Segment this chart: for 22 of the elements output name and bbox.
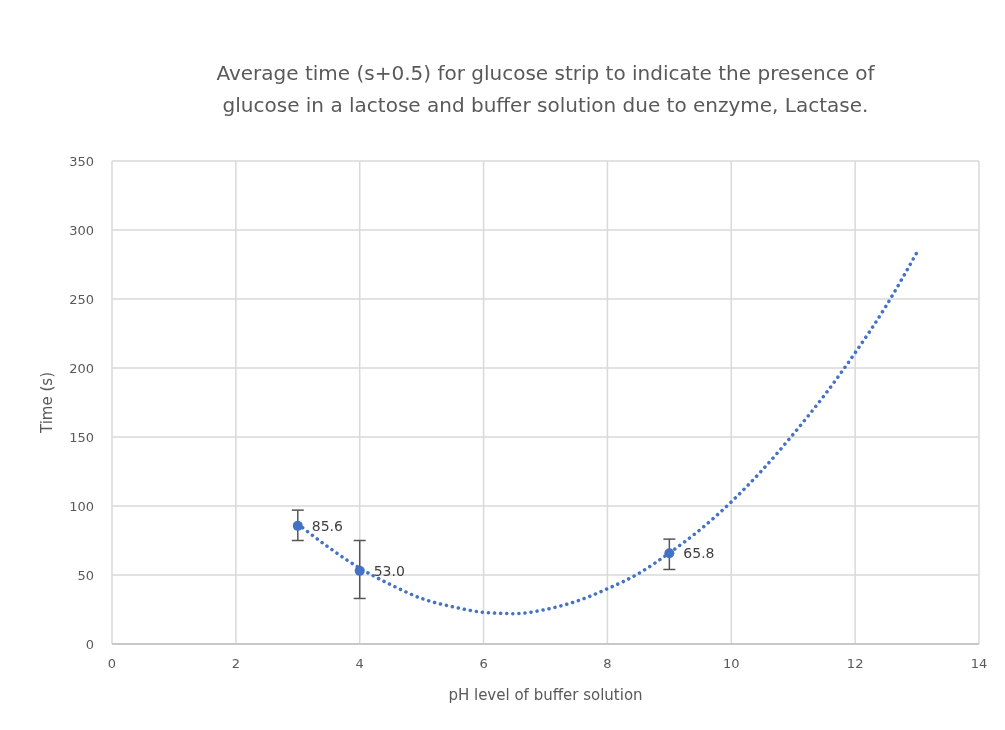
y-tick-label: 350 xyxy=(69,153,94,169)
y-axis-title: Time (s) xyxy=(38,372,56,434)
data-label: 85.6 xyxy=(311,517,344,534)
x-tick-label: 10 xyxy=(723,656,740,671)
y-tick-label: 0 xyxy=(85,636,94,652)
y-tick-label: 250 xyxy=(69,291,94,307)
x-tick-label: 14 xyxy=(970,656,988,671)
x-axis-title: pH level of buffer solution xyxy=(448,686,643,704)
y-tick-label: 150 xyxy=(69,429,94,445)
y-tick-label: 100 xyxy=(69,498,94,514)
y-tick-label: 200 xyxy=(69,360,94,376)
x-tick-label: 12 xyxy=(846,656,864,671)
y-tick-label: 50 xyxy=(77,567,94,583)
x-tick-label: 6 xyxy=(479,656,488,671)
y-tick-label: 300 xyxy=(69,222,94,238)
data-label: 65.8 xyxy=(683,545,715,562)
data-label: 53.0 xyxy=(373,562,405,579)
x-tick-label: 4 xyxy=(355,656,364,671)
x-tick-label: 2 xyxy=(231,656,240,671)
x-tick-label: 0 xyxy=(107,656,117,671)
chart-title: Average time (s+0.5) for glucose strip to indicate the presence of glucose in a lactose and buffer solution due to enzyme, Lactase. xyxy=(216,61,876,117)
x-tick-label: 8 xyxy=(603,656,612,671)
